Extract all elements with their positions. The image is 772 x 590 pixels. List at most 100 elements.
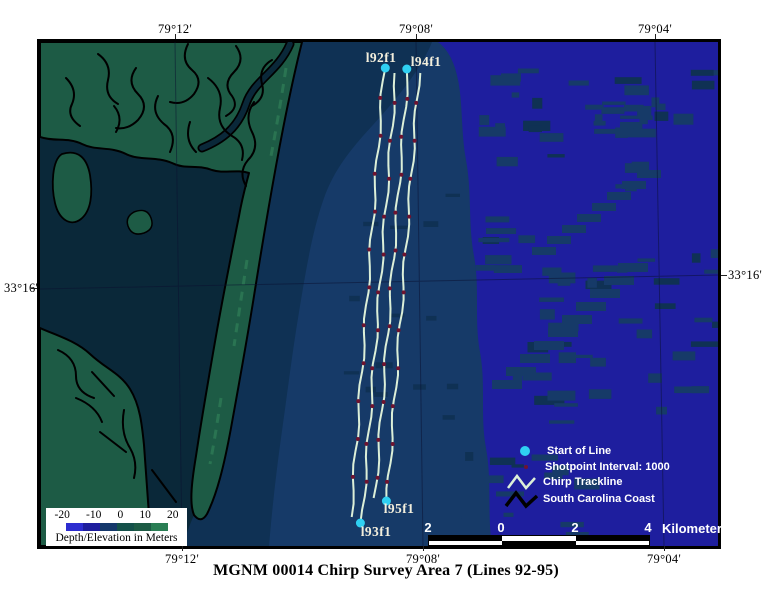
shotpoint-mark: [412, 138, 417, 143]
trackline-label-l95f1: l95f1: [383, 501, 415, 516]
start-of-line-dot: [402, 64, 412, 74]
shotpoint-mark: [350, 474, 355, 479]
shotpoint-mark: [376, 290, 381, 295]
bathymetry-patches: [343, 68, 718, 541]
marsh-creeks: [57, 43, 273, 535]
scale-number: 2: [424, 520, 432, 535]
legend-item-shotpoint: Shotpoint Interval: 1000: [524, 461, 670, 473]
shotpoint-mark: [399, 134, 404, 139]
scale-number: 2: [571, 520, 579, 535]
shotpoint-mark: [396, 328, 401, 333]
legend-label: Start of Line: [547, 445, 612, 457]
map-svg: [40, 42, 718, 546]
legend-label: South Carolina Coast: [543, 493, 655, 505]
shotpoint-mark: [399, 172, 404, 177]
trackline-l92f1: [350, 67, 387, 518]
shotpoint-mark: [393, 210, 398, 215]
shotpoint-mark: [381, 252, 386, 257]
start-of-line-dot: [355, 518, 365, 528]
shotpoint-mark: [367, 247, 372, 252]
shotpoint-mark: [407, 214, 412, 219]
legend-item-sc-coast: South Carolina Coast: [504, 489, 655, 509]
colorbar-ticks: -20 -10 0 10 20: [55, 509, 179, 522]
dune-ridge-accents: [208, 67, 288, 465]
shotpoint-mark: [381, 400, 386, 404]
shotpoint-mark: [382, 362, 386, 367]
graticule-lines: [40, 42, 718, 546]
shotpoint-mark: [401, 290, 406, 295]
scale-unit: Kilometers: [662, 521, 730, 536]
bay-islet: [126, 209, 153, 235]
lon-label-top-1: 79°12': [157, 22, 193, 36]
shotpoint-mark: [396, 366, 401, 371]
shotpoint-mark: [393, 248, 398, 253]
trackline-label-l92f1: l92f1: [365, 50, 397, 65]
scale-number: 4: [644, 520, 652, 535]
shotpoint-dot-icon: [524, 465, 528, 469]
depth-colorbar: -20 -10 0 10 20 Depth/Elevation in Meter…: [46, 508, 187, 546]
tick-top-1: [175, 34, 176, 39]
shotpoint-mark: [387, 176, 392, 181]
shotpoint-mark: [370, 366, 375, 371]
shotpoint-mark: [378, 133, 383, 138]
tick-right: [721, 275, 727, 276]
figure-title: MGNM 00014 Chirp Survey Area 7 (Lines 92…: [213, 562, 559, 579]
land-mainland-and-spit: [40, 42, 303, 521]
shotpoint-mark: [414, 100, 419, 105]
lat-label-right: 33°16': [728, 268, 763, 282]
scale-number: 0: [497, 520, 505, 535]
shotpoint-mark: [408, 176, 413, 181]
shotpoint-mark: [390, 442, 395, 446]
trackline-label-l94f1: l94f1: [410, 54, 442, 69]
shotpoint-mark: [367, 285, 372, 290]
colorbar-tick: 20: [167, 509, 179, 521]
shotpoint-mark: [372, 171, 377, 176]
scale-bar-checkerboard: [428, 535, 650, 546]
colorbar-tick: 10: [139, 509, 151, 521]
shotpoint-mark: [390, 404, 395, 409]
shotpoint-mark: [387, 286, 392, 291]
shotpoint-mark: [361, 361, 366, 366]
shotpoint-mark: [376, 437, 381, 442]
shotpoint-mark: [387, 138, 392, 143]
shotpoint-mark: [376, 328, 380, 333]
shotpoint-mark: [378, 95, 383, 100]
shotpoint-mark: [385, 479, 389, 484]
nearshore-dark-zone: [183, 42, 432, 546]
lon-label-bottom-2: 79°08': [405, 552, 441, 566]
shotpoint-mark: [364, 479, 369, 484]
shotpoint-mark: [405, 96, 410, 101]
tick-bottom-3: [664, 546, 665, 551]
tick-top-3: [655, 34, 656, 39]
shotpoint-mark: [373, 209, 377, 214]
shotpoint-mark: [370, 404, 375, 409]
map-canvas: [37, 39, 721, 549]
shotpoint-mark: [402, 252, 407, 257]
trackline-l95f1: [385, 72, 422, 501]
tidal-channel: [199, 42, 293, 151]
shotpoint-mark: [375, 475, 380, 480]
trackline-l93f1: [359, 72, 396, 524]
chirp-trackline-zigzag-icon: [507, 473, 536, 490]
colorbar-ramp: [65, 523, 168, 531]
start-of-line-dot: [381, 496, 391, 506]
shotpoint-mark: [387, 324, 392, 329]
lon-label-bottom-1: 79°12': [164, 552, 200, 566]
colorbar-tick: -10: [85, 509, 102, 521]
trackline-label-l93f1: l93f1: [360, 524, 392, 539]
legend-item-start-of-line: Start of Line: [520, 445, 611, 457]
coastline-zigzag-icon: [504, 490, 539, 509]
tick-bottom-2: [423, 546, 424, 551]
bay-island: [51, 151, 93, 224]
tick-top-2: [416, 34, 417, 39]
shotpoint-mark: [356, 399, 361, 404]
colorbar-caption: Depth/Elevation in Meters: [55, 531, 178, 544]
lon-label-top-2: 79°08': [398, 22, 434, 36]
tick-bottom-1: [182, 546, 183, 551]
shotpoint-mark: [355, 437, 360, 441]
legend-item-chirp-trackline: Chirp Trackline: [506, 473, 622, 491]
colorbar-tick: 0: [117, 509, 124, 521]
scale-bar: 2 0 2 4 Kilometers: [424, 520, 729, 546]
legend-label: Shotpoint Interval: 1000: [545, 461, 670, 473]
